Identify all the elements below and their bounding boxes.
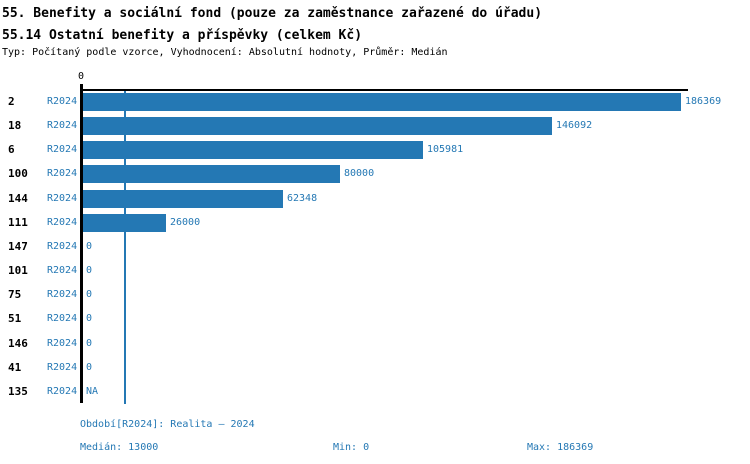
row-category-label: 147 [8, 240, 28, 253]
row-value-label: 146092 [556, 120, 593, 131]
row-value-label: 26000 [170, 217, 201, 228]
row-period-label: R2024 [47, 386, 78, 397]
x-axis-line [81, 89, 688, 91]
row-category-label: 146 [8, 337, 28, 350]
chart-row: 18 R2024 146092 [0, 114, 750, 138]
row-period-label: R2024 [47, 289, 78, 300]
row-value-label: 0 [86, 362, 93, 373]
row-period-label: R2024 [47, 217, 78, 228]
chart-row: 2 R2024 186369 [0, 90, 750, 114]
row-period-label: R2024 [47, 120, 78, 131]
footer-median-stat: Medián: 13000 [80, 442, 159, 453]
bar [83, 93, 681, 111]
chart-meta-info: Typ: Počítaný podle vzorce, Vyhodnocení:… [2, 47, 448, 58]
chart-row: 146 R2024 0 [0, 332, 750, 356]
page-subtitle: 55.14 Ostatní benefity a příspěvky (celk… [2, 28, 363, 43]
x-axis-zero-tick-label: 0 [77, 71, 85, 82]
row-period-label: R2024 [47, 241, 78, 252]
row-value-label: 0 [86, 338, 93, 349]
median-reference-line [124, 91, 126, 404]
row-value-label: 105981 [427, 144, 464, 155]
chart-row: 135 R2024 NA [0, 380, 750, 404]
row-period-label: R2024 [47, 193, 78, 204]
row-period-label: R2024 [47, 338, 78, 349]
chart-row: 111 R2024 26000 [0, 211, 750, 235]
chart-row: 100 R2024 80000 [0, 162, 750, 186]
chart-row: 6 R2024 105981 [0, 138, 750, 162]
bar [83, 190, 283, 208]
footer-max-stat: Max: 186369 [527, 442, 594, 453]
row-category-label: 100 [8, 167, 28, 180]
row-period-label: R2024 [47, 168, 78, 179]
bar-chart: 0 2 R2024 186369 18 R2024 146092 6 R2024 105981 1… [0, 71, 750, 404]
row-value-label: NA [86, 386, 99, 397]
row-category-label: 18 [8, 119, 22, 132]
row-period-label: R2024 [47, 362, 78, 373]
footer-period-info: Období[R2024]: Realita – 2024 [80, 419, 255, 430]
bar [83, 165, 340, 183]
row-category-label: 135 [8, 385, 28, 398]
row-value-label: 0 [86, 289, 93, 300]
chart-row: 147 R2024 0 [0, 235, 750, 259]
row-category-label: 144 [8, 192, 28, 205]
row-category-label: 111 [8, 216, 28, 229]
bar [83, 117, 552, 135]
page-title: 55. Benefity a sociální fond (pouze za z… [2, 6, 543, 21]
row-category-label: 51 [8, 312, 22, 325]
bar [83, 214, 166, 232]
row-period-label: R2024 [47, 144, 78, 155]
row-category-label: 6 [8, 143, 15, 156]
row-value-label: 0 [86, 241, 93, 252]
y-axis-line [80, 84, 83, 403]
chart-row: 101 R2024 0 [0, 259, 750, 283]
footer-min-stat: Min: 0 [333, 442, 370, 453]
row-value-label: 0 [86, 313, 93, 324]
row-period-label: R2024 [47, 313, 78, 324]
row-category-label: 2 [8, 95, 15, 108]
chart-row: 41 R2024 0 [0, 356, 750, 380]
row-value-label: 62348 [287, 193, 318, 204]
chart-row: 51 R2024 0 [0, 307, 750, 331]
row-value-label: 186369 [685, 96, 722, 107]
row-value-label: 0 [86, 265, 93, 276]
row-category-label: 101 [8, 264, 28, 277]
chart-row: 75 R2024 0 [0, 283, 750, 307]
row-period-label: R2024 [47, 96, 78, 107]
bar [83, 141, 423, 159]
row-category-label: 41 [8, 361, 22, 374]
row-value-label: 80000 [344, 168, 375, 179]
row-category-label: 75 [8, 288, 22, 301]
row-period-label: R2024 [47, 265, 78, 276]
chart-row: 144 R2024 62348 [0, 187, 750, 211]
